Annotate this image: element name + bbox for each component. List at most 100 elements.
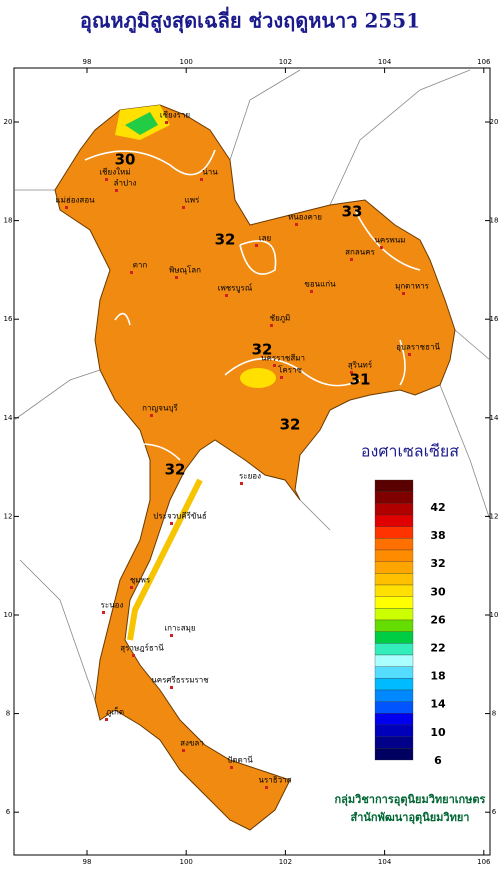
x-tick-label: 106	[477, 858, 491, 866]
place-dot	[255, 244, 258, 247]
legend-label: 14	[430, 698, 446, 711]
place-dot	[165, 121, 168, 124]
place-dot	[270, 324, 273, 327]
place-label: ภูเก็ต	[106, 707, 124, 718]
y-tick-label: 14	[490, 414, 499, 422]
place-label: สุรินทร์	[348, 360, 373, 370]
contour-label: 32	[252, 341, 273, 359]
place-label: เกาะสมุย	[164, 624, 195, 633]
legend-swatch	[374, 561, 414, 574]
place-dot	[150, 414, 153, 417]
cold-zone	[125, 112, 158, 135]
contour-label: 31	[350, 371, 371, 389]
y-tick-label: 12	[490, 512, 499, 520]
credit: กลุ่มวิชาการอุตุนิยมวิทยาเกษตร	[335, 793, 486, 807]
y-tick-label: 6	[6, 808, 11, 816]
legend-label: 32	[430, 557, 445, 570]
y-tick-label: 8	[492, 710, 496, 718]
place-dot	[102, 611, 105, 614]
place-label: ขอนแก่น	[304, 280, 336, 289]
place-label: เชียงราย	[160, 111, 190, 120]
x-tick-label: 106	[477, 58, 491, 66]
place-dot	[115, 189, 118, 192]
contour-lines	[84, 149, 421, 461]
place-label: สกลนคร	[345, 248, 375, 257]
thailand	[54, 104, 456, 831]
legend-swatch	[374, 631, 414, 644]
y-tick-label: 10	[490, 611, 499, 619]
place-dot	[225, 294, 228, 297]
place-label: มุกดาหาร	[395, 282, 430, 291]
legend-title: องศาเซลเซียส	[361, 442, 459, 461]
place-dot	[350, 258, 353, 261]
place-dot	[130, 271, 133, 274]
place-label: หนองคาย	[288, 213, 322, 222]
legend-label: 42	[430, 501, 445, 514]
legend-swatch	[374, 514, 414, 527]
place-dot	[273, 364, 276, 367]
place-dot	[350, 371, 353, 374]
y-tick-label: 14	[4, 414, 13, 422]
place-label: ประจวบคีรีขันธ์	[153, 511, 207, 521]
place-dot	[132, 654, 135, 657]
place-dot	[105, 718, 108, 721]
legend-swatch	[374, 584, 414, 597]
y-tick-label: 16	[4, 315, 13, 323]
place-label: เลย	[259, 234, 271, 243]
place-label: ปัตตานี	[227, 756, 253, 765]
y-tick-label: 20	[490, 118, 499, 126]
contour-label: 32	[165, 461, 186, 479]
legend-swatch	[374, 596, 414, 609]
legend-swatch	[374, 748, 414, 761]
y-tick-label: 10	[4, 611, 13, 619]
place-label: อุบลราชธานี	[396, 343, 440, 352]
legend-label: 18	[430, 670, 445, 683]
place-dot	[170, 686, 173, 689]
place-dot	[130, 586, 133, 589]
x-tick-label: 98	[83, 58, 92, 66]
legend-swatch	[374, 479, 414, 492]
place-dot	[310, 290, 313, 293]
credit: สำนักพัฒนาอุตุนิยมวิทยา	[351, 811, 470, 825]
legend-swatch	[374, 526, 414, 539]
place-dot	[280, 376, 283, 379]
place-dot	[295, 223, 298, 226]
place-label: ชุมพร	[130, 576, 151, 585]
x-tick-label: 104	[378, 858, 392, 866]
legend-swatch	[374, 619, 414, 632]
place-label: โคราช	[278, 365, 302, 375]
y-tick-label: 20	[4, 118, 13, 126]
x-tick-label: 104	[378, 58, 392, 66]
legend-swatch	[374, 573, 414, 586]
legend-swatch	[374, 538, 414, 551]
contour-label: 32	[280, 416, 301, 434]
y-tick-label: 18	[4, 217, 13, 225]
legend-swatch	[374, 491, 414, 504]
place-label: กาญจนบุรี	[142, 404, 178, 413]
legend-swatch	[374, 666, 414, 679]
x-tick-label: 100	[180, 858, 193, 866]
y-tick-label: 8	[6, 710, 10, 718]
legend-swatch	[374, 608, 414, 621]
place-label: ลำปาง	[114, 179, 137, 188]
place-label: เพชรบูรณ์	[218, 283, 253, 294]
place-dot	[380, 246, 383, 249]
contour-label: 32	[215, 231, 236, 249]
legend: องศาเซลเซียส 42 38 32 30 26 22 18 14 10 6	[361, 442, 459, 767]
place-dot	[402, 292, 405, 295]
place-dot	[175, 276, 178, 279]
neighbour-borders	[13, 69, 491, 701]
legend-swatch	[374, 713, 414, 726]
place-label: นครพนม	[374, 236, 405, 245]
legend-swatch	[374, 549, 414, 562]
legend-label: 22	[430, 642, 445, 655]
cooler-zone	[127, 478, 203, 641]
place-label: สุราษฎร์ธานี	[120, 643, 164, 653]
legend-swatch	[374, 689, 414, 702]
x-tick-label: 100	[180, 58, 193, 66]
place-label: ตาก	[133, 261, 148, 270]
y-tick-label: 6	[492, 808, 497, 816]
